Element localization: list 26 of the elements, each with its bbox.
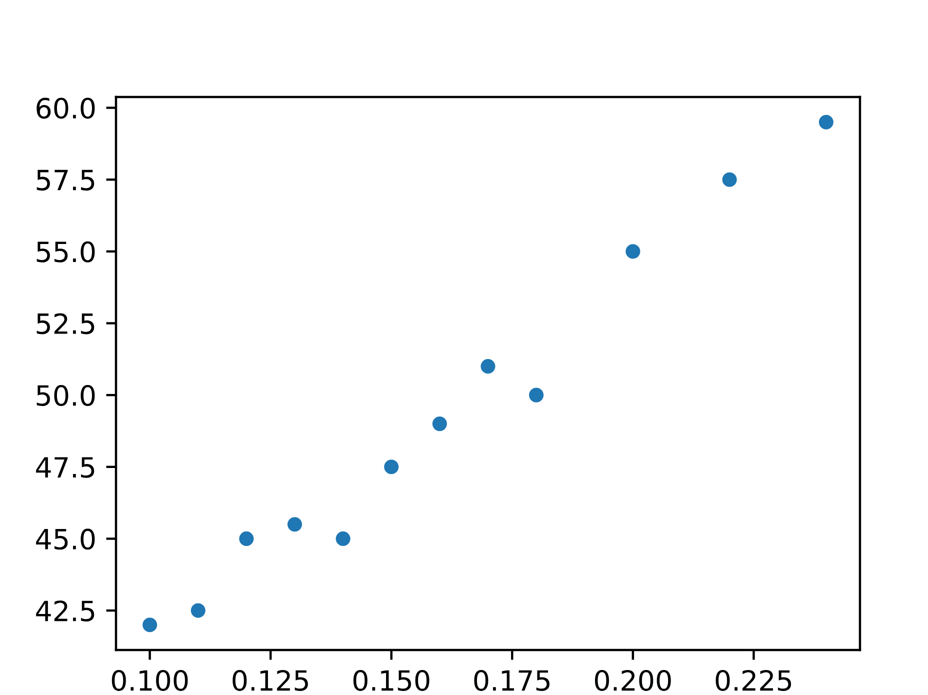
y-tick-label: 57.5 [36,170,94,191]
y-tick-label: 50.0 [36,385,95,406]
y-tick-label: 60.0 [36,98,95,119]
point [142,618,158,632]
point [190,603,206,618]
x-tick-label: 0.175 [474,670,550,691]
y-tick-label: 55.0 [36,241,95,262]
x-tick-label: 0.150 [353,670,430,691]
x-tick-label: 0.125 [232,670,308,691]
x-tick-label: 0.225 [716,670,792,691]
point [626,244,640,259]
y-tick-label: 52.5 [36,313,94,334]
x-tick-label: 0.200 [594,670,671,691]
point [287,517,302,532]
point [722,172,737,187]
point [239,531,254,546]
y-tick-label: 47.5 [36,457,94,478]
point [529,388,544,402]
point [336,531,350,546]
y-tick-label: 45.0 [36,528,95,550]
x-tick-label: 0.100 [112,670,188,691]
point [818,114,834,130]
point [384,460,399,474]
y-tick-label: 42.5 [36,600,94,622]
point [480,359,496,374]
point [432,416,447,432]
